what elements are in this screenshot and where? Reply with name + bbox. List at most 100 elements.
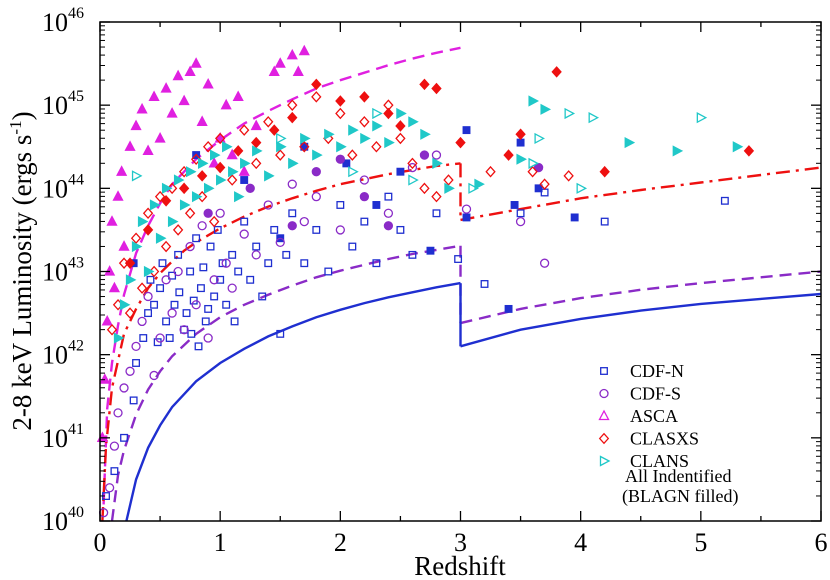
data-point [510,201,519,209]
data-point [396,167,405,176]
data-point [104,483,115,493]
data-point [106,323,118,336]
limit-curve [125,281,461,522]
data-point [196,284,205,293]
data-point [136,282,148,294]
data-point [179,199,191,211]
data-point [104,265,116,276]
data-point [246,275,255,284]
data-point [269,124,280,136]
data-point [276,141,287,153]
data-point [239,124,250,136]
data-point [300,132,311,145]
data-point [146,275,155,284]
data-point [230,317,239,326]
data-point [335,225,345,235]
data-point [210,149,221,161]
data-point [131,341,141,352]
y-tick-label: 1041 [42,421,84,453]
data-point [106,215,118,226]
data-point [461,204,472,214]
y-tick-base: 10 [42,507,68,536]
data-point [503,149,514,161]
data-point [395,120,406,132]
data-point [252,242,261,251]
data-point [192,234,201,243]
data-point [359,91,370,103]
data-point [288,157,299,169]
data-point [299,140,310,153]
data-point [124,140,136,151]
data-point [175,288,184,297]
data-point [275,149,286,161]
data-point [347,149,358,161]
data-point [251,157,262,170]
x-tick-labels: 0 1 2 3 4 5 6 [94,528,828,557]
data-point [371,140,382,153]
data-point [185,241,195,252]
data-point [119,299,131,311]
legend-item-asca: ASCA [598,406,678,426]
data-point [170,300,179,309]
data-point [215,208,225,218]
data-point [342,159,351,168]
data-point [131,240,143,253]
legend-item-cdf-n: CDF-N [600,361,684,381]
data-point [335,95,346,107]
data-point [258,292,267,301]
legend-marker [598,409,610,421]
x-tick-label: 1 [214,528,227,557]
data-point [190,153,202,165]
data-point [336,201,345,209]
series-cdf-s [98,150,550,518]
data-point [220,98,232,110]
data-point [161,182,173,194]
data-point [311,191,321,202]
data-point [359,175,370,185]
data-point [672,145,684,157]
data-point [232,90,244,101]
data-point [222,300,231,309]
data-point [108,281,120,293]
data-point [251,136,262,149]
legend-item-clans: CLANS [599,451,689,471]
data-point [600,217,609,226]
data-point [120,433,128,442]
data-point [431,82,442,95]
data-point [432,157,443,169]
data-point [149,370,159,381]
data-point [143,265,155,278]
data-point [206,242,215,251]
data-point [139,334,148,342]
data-point [383,107,394,120]
data-point [226,148,238,160]
data-point [282,250,291,259]
data-point [528,95,539,107]
legend-label: ASCA [630,406,678,426]
data-point [110,467,119,476]
data-point [173,266,183,277]
y-tick-exponent: 42 [68,338,84,355]
data-point [732,141,744,153]
data-point [407,157,418,170]
data-point [534,132,545,145]
data-point [287,179,297,189]
data-point [516,209,525,218]
data-point [419,78,430,91]
data-point [142,224,154,236]
data-point [202,77,214,89]
data-point [239,229,249,239]
data-point [431,150,442,160]
y-tick-label: 1043 [42,255,84,287]
data-point [160,195,172,207]
data-point [599,165,610,178]
data-point [166,107,178,118]
data-point [238,165,250,176]
y-tick-base: 10 [42,341,68,370]
data-point [142,144,154,156]
data-point [516,138,525,147]
data-point [178,182,190,195]
data-point [137,216,149,228]
